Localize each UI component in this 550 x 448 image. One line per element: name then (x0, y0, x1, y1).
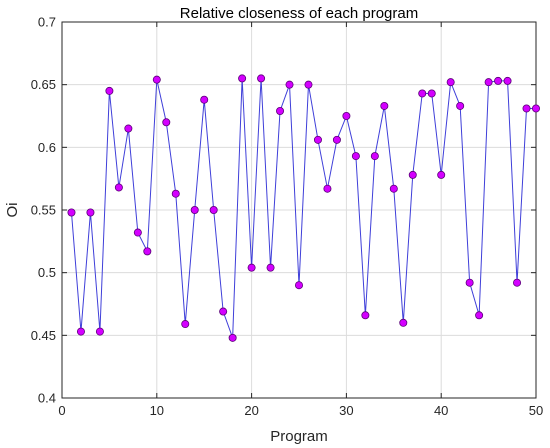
data-point (294, 281, 303, 290)
data-point (522, 104, 531, 113)
data-point (171, 189, 180, 198)
data-point (342, 112, 351, 121)
data-point (456, 101, 465, 110)
data-point (76, 327, 85, 336)
data-point (399, 318, 408, 327)
data-point (437, 170, 446, 179)
data-point (285, 80, 294, 89)
data-point (219, 307, 228, 316)
data-point (418, 89, 427, 98)
y-axis-label: Oi (4, 203, 21, 218)
data-point (209, 205, 218, 214)
data-point (408, 170, 417, 179)
data-point (475, 311, 484, 320)
x-tick-label: 20 (244, 403, 258, 418)
x-tick-label: 0 (58, 403, 65, 418)
data-point (380, 101, 389, 110)
series-line (70, 78, 536, 339)
data-point (133, 228, 142, 237)
data-point (200, 95, 209, 104)
data-point (86, 208, 95, 217)
y-tick-label: 0.6 (38, 140, 56, 155)
data-point (124, 124, 133, 133)
data-point (247, 263, 256, 272)
y-tick-label: 0.5 (38, 265, 56, 280)
data-point (465, 278, 474, 287)
data-point (152, 75, 161, 84)
data-point (67, 208, 76, 217)
y-tick-label: 0.55 (31, 203, 56, 218)
x-tick-label: 10 (150, 403, 164, 418)
data-point (190, 205, 199, 214)
data-point (494, 76, 503, 85)
data-point (238, 74, 247, 83)
data-point (95, 327, 104, 336)
x-axis-label: Program (270, 428, 328, 445)
data-point (427, 89, 436, 98)
y-tick-label: 0.7 (38, 15, 56, 30)
data-point (143, 247, 152, 256)
data-point (276, 106, 285, 115)
data-point (532, 104, 541, 113)
chart-title: Relative closeness of each program (180, 5, 418, 22)
data-point (304, 80, 313, 89)
data-point (446, 78, 455, 87)
series-layer (67, 74, 541, 342)
axis-ticks: 0 10 20 30 40 50 0.4 0.45 0.5 0.55 0.6 0.65 0.7 (31, 15, 544, 419)
data-point (484, 78, 493, 87)
y-tick-label: 0.45 (31, 328, 56, 343)
data-point (181, 320, 190, 329)
data-point (351, 152, 360, 161)
data-point (266, 263, 275, 272)
x-tick-label: 40 (434, 403, 448, 418)
data-point (389, 184, 398, 193)
data-point (162, 118, 171, 127)
data-point (323, 184, 332, 193)
x-tick-label: 50 (529, 403, 543, 418)
data-point (114, 183, 123, 192)
data-point (332, 135, 341, 144)
data-point (228, 333, 237, 342)
y-tick-label: 0.65 (31, 77, 56, 92)
data-point (313, 135, 322, 144)
data-point (503, 76, 512, 85)
x-tick-label: 30 (339, 403, 353, 418)
data-point (361, 311, 370, 320)
data-point (257, 74, 266, 83)
data-point (370, 152, 379, 161)
data-point (105, 86, 114, 95)
y-tick-label: 0.4 (38, 391, 56, 406)
data-point (513, 278, 522, 287)
